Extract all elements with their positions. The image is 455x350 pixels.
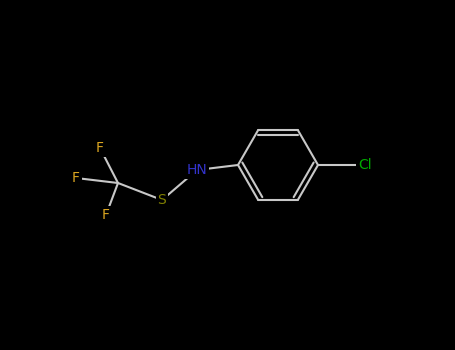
Text: F: F [96,141,104,155]
Text: F: F [102,208,110,222]
Text: F: F [72,171,80,185]
Text: S: S [157,193,167,207]
Text: HN: HN [187,163,207,177]
Text: Cl: Cl [358,158,372,172]
